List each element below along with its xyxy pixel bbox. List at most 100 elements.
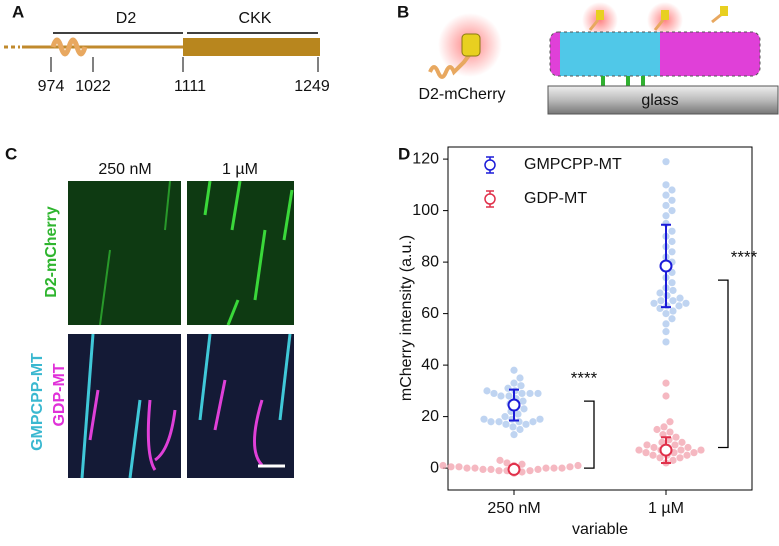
data-point [676,294,684,302]
data-point [529,418,537,426]
residue-label: 974 [38,78,65,95]
residue-label: 1111 [174,78,206,95]
data-point [510,366,518,374]
row-label: D2-mCherry [43,206,60,298]
residue-label: 1022 [75,78,111,95]
column-label: 250 nM [98,161,151,178]
data-point [662,158,670,166]
mean-marker [507,398,521,412]
data-point [666,418,674,426]
data-point [676,454,684,462]
data-point [534,465,542,473]
data-point [642,449,650,457]
legend-marker [484,193,496,205]
data-point [496,456,504,464]
data-point [662,212,670,220]
plot-frame [447,146,753,491]
data-point [515,418,523,426]
x-axis-label: variable [572,521,628,538]
data-point [518,460,526,468]
surface-label: glass [641,92,678,109]
significance-bracket [584,400,595,469]
data-point [501,413,509,421]
data-point [495,418,503,426]
data-point [656,289,664,297]
data-point [510,431,518,439]
data-point [505,392,513,400]
data-point [656,454,664,462]
residue-label: 1249 [294,78,330,95]
data-point [643,441,651,449]
data-point [447,463,455,471]
data-point [635,446,643,454]
data-point [519,397,527,405]
data-point [668,248,676,256]
data-point [503,459,511,467]
data-point [542,464,550,472]
data-point [668,186,676,194]
data-point [662,392,670,400]
data-point [495,467,503,475]
legend-label: GDP-MT [524,190,587,207]
data-point [536,415,544,423]
data-point [668,207,676,215]
legend-label: GMPCPP-MT [524,156,622,173]
data-point [517,382,525,390]
data-point [518,389,526,398]
data-point [497,392,505,400]
data-point [668,315,676,323]
data-point [662,379,670,387]
data-point [668,227,676,235]
data-point [697,446,705,454]
data-point [660,423,668,431]
data-point [463,464,471,472]
data-point [669,307,677,315]
significance-label: **** [731,248,758,267]
data-point [666,428,674,436]
panel-label: D [398,144,410,163]
data-point [516,374,524,382]
protein-icon [428,13,502,79]
data-point [669,297,677,305]
data-point [526,467,534,475]
panel-label: A [12,2,24,21]
data-point [574,461,582,470]
data-point [522,420,530,428]
data-point [479,465,487,473]
data-point [514,410,522,418]
data-point [662,320,670,328]
legend-marker [484,159,496,171]
data-point [671,441,679,449]
domain-diagram [4,32,320,72]
x-tick-label: 1 µM [648,500,684,517]
data-point [526,389,534,398]
significance-bracket [718,279,729,449]
data-point [657,297,665,305]
protein-label: D2-mCherry [418,86,505,103]
data-point [566,463,574,471]
data-point [656,304,664,313]
data-point [516,425,524,434]
domain-label: D2 [116,10,137,27]
mean-marker [507,462,521,476]
data-point [534,389,542,398]
data-point [683,451,691,459]
data-point [504,384,512,392]
data-point [678,438,686,446]
x-tick-label: 250 nM [487,500,540,517]
data-point [672,433,680,441]
data-point [439,461,447,470]
y-tick-label: 40 [421,356,439,373]
y-tick-label: 0 [430,459,439,476]
data-point [690,449,698,457]
data-point [662,191,670,199]
row-label: GDP-MT [51,363,68,426]
data-point [669,286,677,295]
data-point [682,299,690,307]
data-point [650,299,658,307]
data-point [502,420,510,428]
data-point [487,465,495,473]
data-point [650,443,658,452]
data-point [558,464,566,472]
